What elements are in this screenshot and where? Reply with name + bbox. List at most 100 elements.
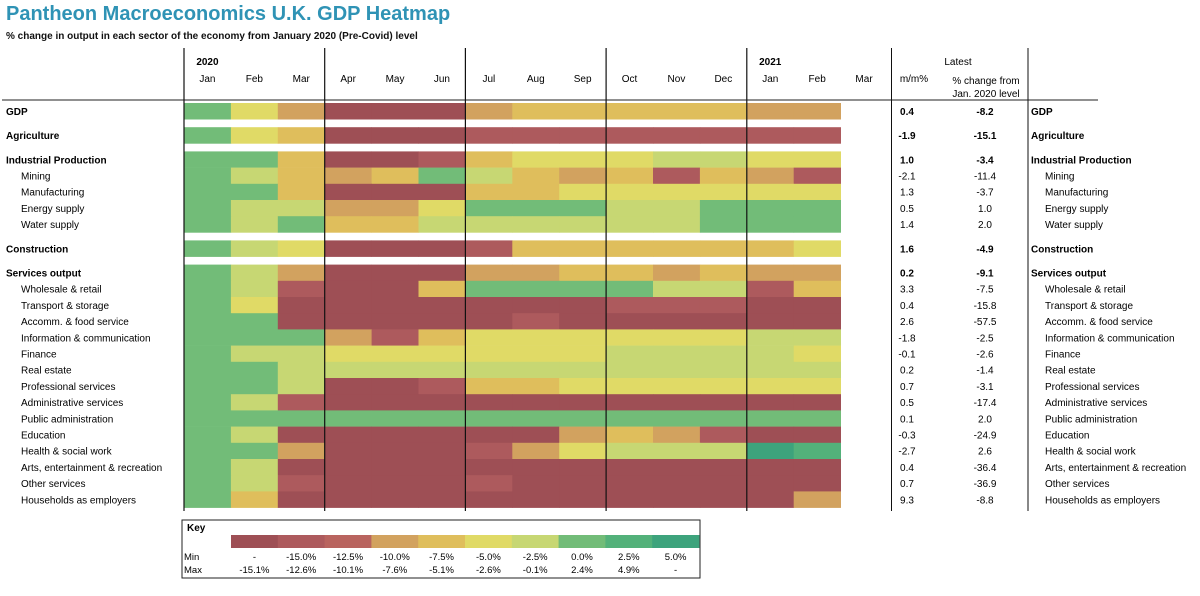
heatmap-cell — [230, 240, 279, 257]
heatmap-cell — [559, 426, 607, 444]
heatmap-cell — [371, 167, 419, 185]
heatmap-cell — [371, 264, 419, 282]
heatmap-cell — [465, 264, 513, 282]
heatmap-cell — [559, 361, 607, 379]
row-label: Arts, entertainment & recreation — [21, 463, 162, 474]
heatmap-cell — [418, 345, 466, 363]
heatmap-cell — [230, 394, 279, 411]
heatmap-cell — [512, 378, 560, 395]
heatmap-cell — [699, 345, 748, 363]
key-min-value: -15.0% — [286, 552, 317, 563]
heatmap-cell — [653, 442, 701, 460]
pct-value: -11.4 — [974, 172, 996, 183]
heatmap-cell — [606, 200, 654, 217]
pct-value: -8.8 — [976, 495, 994, 506]
heatmap-cell — [371, 280, 419, 298]
key-max-value: -5.1% — [429, 565, 454, 576]
heatmap-cell — [465, 297, 513, 314]
heatmap-cell — [559, 151, 607, 168]
heatmap-cell — [559, 410, 607, 427]
heatmap-cell — [277, 127, 326, 144]
heatmap-cell — [793, 103, 841, 120]
row-label: Mining — [21, 172, 50, 183]
pct-header-line1: % change from — [952, 76, 1019, 87]
heatmap-cell — [559, 329, 607, 346]
heatmap-cell — [653, 264, 701, 282]
heatmap-cell — [184, 200, 232, 217]
heatmap-cell — [699, 127, 748, 144]
heatmap-cell — [184, 103, 232, 120]
heatmap-cell — [512, 313, 560, 330]
heatmap-cell — [559, 200, 607, 217]
month-label: Jun — [434, 74, 450, 85]
pct-value: -15.8 — [974, 301, 997, 312]
heatmap-cell — [324, 264, 372, 282]
heatmap-cell — [512, 394, 560, 411]
heatmap-cell — [324, 459, 372, 476]
heatmap-cell — [699, 216, 748, 233]
heatmap-cell — [606, 151, 654, 168]
heatmap-cell — [371, 183, 419, 201]
heatmap-cell — [793, 475, 841, 492]
mm-value: 0.4 — [900, 463, 914, 474]
heatmap-cell — [746, 329, 795, 346]
key-swatch — [605, 535, 653, 548]
chart-subtitle: % change in output in each sector of the… — [6, 31, 418, 42]
heatmap-cell — [418, 378, 466, 395]
key-max-value: - — [674, 565, 677, 576]
mm-value: 1.4 — [900, 220, 914, 231]
heatmap-cell — [653, 313, 701, 330]
row-label-right: Professional services — [1045, 382, 1139, 393]
heatmap-cell — [559, 127, 607, 144]
heatmap-cell — [230, 475, 279, 492]
month-label: May — [386, 74, 405, 85]
heatmap-cell — [324, 127, 372, 144]
month-label: Jul — [482, 74, 495, 85]
heatmap-cell — [793, 264, 841, 282]
row-label: GDP — [6, 107, 28, 118]
heatmap-cell — [606, 394, 654, 411]
heatmap-cell — [324, 361, 372, 379]
mm-value: 2.6 — [900, 317, 914, 328]
pct-value: -24.9 — [974, 431, 997, 442]
key-max-label: Max — [184, 565, 202, 576]
heatmap-cell — [746, 167, 795, 185]
heatmap-cell — [418, 297, 466, 314]
heatmap-cell — [371, 329, 419, 346]
heatmap-cell — [559, 378, 607, 395]
heatmap-cell — [465, 361, 513, 379]
heatmap-cell — [793, 361, 841, 379]
heatmap-cell — [230, 297, 279, 314]
mm-value: 0.5 — [900, 204, 914, 215]
key-min-label: Min — [184, 552, 199, 563]
heatmap-cell — [653, 200, 701, 217]
heatmap-cell — [746, 297, 795, 314]
mm-value: 1.3 — [900, 188, 914, 199]
pct-value: -7.5 — [976, 285, 994, 296]
chart-title: Pantheon Macroeconomics U.K. GDP Heatmap — [6, 3, 451, 25]
heatmap-cell — [793, 378, 841, 395]
month-label: Feb — [246, 74, 264, 85]
heatmap-cell — [746, 394, 795, 411]
heatmap-cell — [559, 297, 607, 314]
heatmap-cell — [606, 264, 654, 282]
pct-value: -4.9 — [976, 244, 994, 255]
heatmap-cell — [371, 378, 419, 395]
pct-value: 2.0 — [978, 414, 992, 425]
row-label-right: Households as employers — [1045, 495, 1160, 506]
heatmap-cell — [277, 200, 326, 217]
row-label-right: Information & communication — [1045, 333, 1175, 344]
heatmap-cell — [324, 103, 372, 120]
month-label: Oct — [622, 74, 638, 85]
mm-value: 0.2 — [900, 269, 914, 280]
row-label-right: Wholesale & retail — [1045, 285, 1126, 296]
heatmap-cell — [277, 361, 326, 379]
row-label: Administrative services — [21, 398, 123, 409]
heatmap-cell — [793, 313, 841, 330]
heatmap-cell — [465, 410, 513, 427]
row-label: Industrial Production — [6, 155, 107, 166]
heatmap-cell — [230, 183, 279, 201]
key-frame — [181, 519, 701, 579]
heatmap-cell — [606, 475, 654, 492]
heatmap-cell — [418, 329, 466, 346]
